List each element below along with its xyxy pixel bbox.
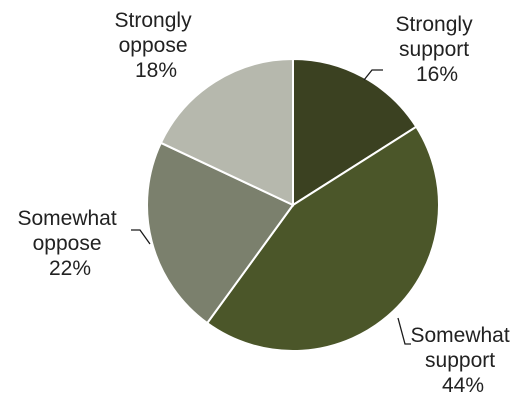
slice-strongly-oppose — [159, 57, 294, 207]
label-somewhat-support: Somewhat support 44% — [410, 324, 515, 397]
leader-lines — [131, 69, 411, 345]
label-strongly-support: Strongly support 16% — [396, 13, 479, 86]
slice-strongly-support — [292, 57, 418, 207]
leader-somewhat-support — [397, 317, 411, 345]
pie-slices — [146, 57, 440, 352]
label-somewhat-oppose: Somewhat oppose 22% — [17, 207, 122, 280]
label-strongly-oppose: Strongly oppose 18% — [115, 9, 198, 82]
leader-somewhat-oppose — [131, 229, 151, 245]
slice-somewhat-support — [205, 125, 440, 352]
leader-strongly-support — [363, 69, 383, 81]
